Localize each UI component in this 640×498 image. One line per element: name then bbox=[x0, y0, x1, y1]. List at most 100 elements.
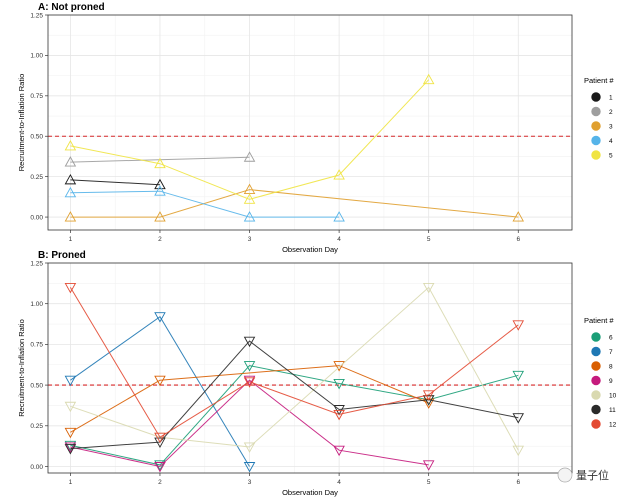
legend-key-patient-1 bbox=[591, 92, 601, 102]
data-point-patient-6 bbox=[243, 361, 256, 372]
y-tick-label: 0.75 bbox=[30, 342, 43, 349]
legend-label-patient-4: 4 bbox=[609, 138, 613, 145]
data-point-patient-12 bbox=[422, 390, 435, 401]
data-point-patient-4 bbox=[64, 186, 77, 198]
data-point-patient-5 bbox=[243, 193, 256, 204]
data-point-patient-12 bbox=[64, 282, 77, 294]
legend-key-patient-11 bbox=[591, 404, 601, 415]
data-point-patient-10 bbox=[64, 401, 77, 413]
legend-label-patient-1: 1 bbox=[609, 94, 613, 101]
data-point-patient-9 bbox=[64, 442, 77, 453]
data-point-patient-2 bbox=[64, 156, 77, 167]
data-point-patient-9 bbox=[333, 445, 345, 457]
legend-label-patient-2: 2 bbox=[609, 109, 613, 116]
legend-title: Patient # bbox=[584, 316, 614, 325]
data-point-patient-11 bbox=[64, 444, 77, 455]
legend-key-patient-10 bbox=[591, 390, 601, 400]
data-point-patient-6 bbox=[333, 379, 345, 390]
legend-label-patient-7: 7 bbox=[609, 349, 613, 356]
x-tick-label: 1 bbox=[69, 236, 73, 243]
data-point-patient-1 bbox=[154, 178, 166, 190]
data-point-patient-8 bbox=[154, 375, 166, 387]
y-tick-label: 1.00 bbox=[30, 301, 43, 308]
x-tick-label: 4 bbox=[337, 236, 341, 243]
legend-key-patient-6 bbox=[591, 332, 601, 342]
legend-title: Patient # bbox=[584, 76, 614, 85]
data-point-patient-7 bbox=[64, 375, 77, 387]
data-point-patient-7 bbox=[154, 312, 166, 323]
legend-key-patient-2 bbox=[591, 106, 601, 117]
x-tick-label: 2 bbox=[158, 479, 162, 486]
legend-key-patient-3 bbox=[591, 121, 601, 131]
data-point-patient-12 bbox=[512, 320, 525, 331]
data-point-patient-10 bbox=[422, 282, 435, 294]
data-point-patient-5 bbox=[64, 140, 77, 151]
x-tick-label: 6 bbox=[516, 236, 520, 243]
data-point-patient-5 bbox=[154, 157, 166, 169]
legend-key-patient-7 bbox=[591, 346, 601, 357]
legend-label-patient-9: 9 bbox=[609, 378, 613, 385]
data-point-patient-6 bbox=[64, 440, 77, 452]
series-line-patient-12 bbox=[69, 287, 519, 438]
data-point-patient-11 bbox=[512, 413, 525, 424]
series-line-patient-3 bbox=[70, 189, 519, 218]
data-point-patient-1 bbox=[64, 173, 77, 185]
data-point-patient-3 bbox=[64, 211, 77, 222]
series-line-patient-7 bbox=[70, 315, 250, 467]
y-tick-label: 1.25 bbox=[30, 12, 43, 19]
data-point-patient-12 bbox=[333, 409, 345, 421]
data-point-patient-4 bbox=[243, 211, 256, 222]
data-point-patient-3 bbox=[512, 211, 525, 222]
data-point-patient-9 bbox=[243, 375, 256, 387]
series-line-patient-11 bbox=[70, 340, 519, 450]
series-line-patient-8 bbox=[70, 365, 429, 433]
data-point-patient-8 bbox=[64, 427, 77, 439]
data-point-patient-10 bbox=[243, 442, 256, 453]
data-point-patient-8 bbox=[333, 361, 345, 372]
panel-title: A: Not proned bbox=[38, 2, 105, 13]
x-tick-label: 5 bbox=[427, 236, 431, 243]
series-line-patient-1 bbox=[70, 179, 161, 186]
data-point-patient-5 bbox=[333, 169, 345, 180]
x-tick-label: 3 bbox=[248, 479, 252, 486]
legend-label-patient-10: 10 bbox=[609, 392, 617, 399]
legend-key-patient-4 bbox=[591, 135, 601, 146]
x-tick-label: 3 bbox=[248, 236, 252, 243]
x-tick-label: 1 bbox=[69, 479, 73, 486]
series-line-patient-6 bbox=[70, 365, 519, 466]
y-tick-label: 1.25 bbox=[30, 260, 43, 267]
y-tick-label: 0.75 bbox=[30, 93, 43, 100]
data-point-patient-6 bbox=[154, 460, 166, 471]
x-axis-label: Observation Day bbox=[282, 245, 338, 254]
legend-key-patient-9 bbox=[591, 375, 601, 386]
data-point-patient-9 bbox=[422, 460, 435, 471]
legend-label-patient-8: 8 bbox=[609, 363, 613, 370]
y-axis-label: Recruitment-to-Inflation Ratio bbox=[17, 319, 26, 417]
y-tick-label: 0.25 bbox=[30, 423, 43, 430]
x-tick-label: 5 bbox=[427, 479, 431, 486]
data-point-patient-7 bbox=[243, 462, 256, 473]
y-tick-label: 0.25 bbox=[30, 174, 43, 181]
data-point-patient-10 bbox=[512, 445, 525, 457]
y-tick-label: 0.50 bbox=[30, 134, 43, 141]
series-line-patient-9 bbox=[70, 379, 429, 468]
data-point-patient-3 bbox=[154, 211, 166, 222]
y-axis-label: Recruitment-to-Inflation Ratio bbox=[17, 74, 26, 172]
panel-title: B: Proned bbox=[38, 250, 86, 261]
data-point-patient-5 bbox=[422, 73, 435, 85]
data-point-patient-4 bbox=[333, 211, 345, 222]
data-point-patient-9 bbox=[154, 462, 166, 473]
data-point-patient-11 bbox=[243, 336, 256, 348]
x-tick-label: 2 bbox=[158, 236, 162, 243]
legend-label-patient-5: 5 bbox=[609, 152, 613, 159]
series-line-patient-2 bbox=[70, 156, 250, 163]
legend-key-patient-12 bbox=[591, 419, 601, 429]
data-point-patient-12 bbox=[243, 377, 256, 388]
plot-border bbox=[47, 262, 573, 474]
series-line-patient-5 bbox=[70, 79, 430, 200]
watermark-text: 量子位 bbox=[576, 468, 609, 482]
data-point-patient-2 bbox=[243, 151, 256, 162]
x-tick-label: 6 bbox=[516, 479, 520, 486]
legend-label-patient-6: 6 bbox=[609, 334, 613, 341]
